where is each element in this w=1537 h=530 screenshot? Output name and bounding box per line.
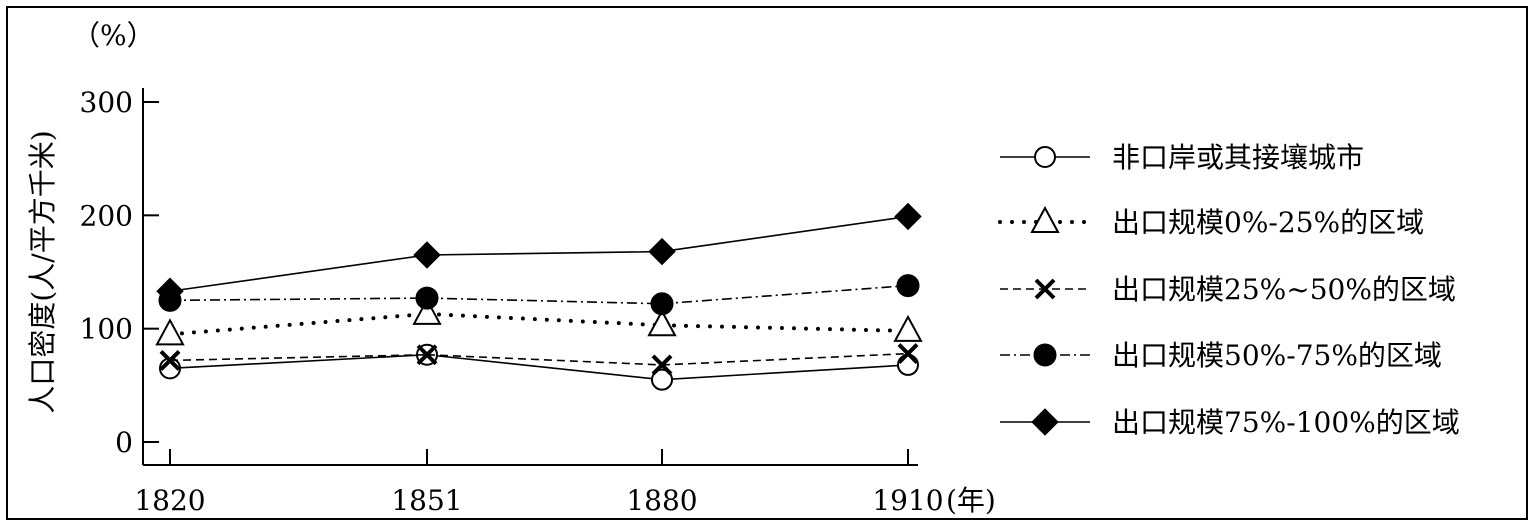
legend-label: 出口规模50%-75%的区域 — [1112, 339, 1442, 372]
x-tick-label: 1880 — [626, 484, 697, 517]
series-line-segment — [169, 297, 428, 302]
data-point — [651, 368, 673, 391]
data-point — [155, 318, 185, 346]
legend-marker — [1031, 408, 1059, 436]
legend: 非口岸或其接壤城市出口规模0%-25%的区域出口规模25%~50%的区域出口规模… — [998, 141, 1460, 439]
legend-marker — [1033, 343, 1057, 367]
legend-item-1: 非口岸或其接壤城市 — [1000, 141, 1364, 174]
data-point — [413, 241, 441, 269]
x-tick-label: 1820 — [134, 484, 205, 517]
data-point — [896, 274, 920, 298]
y-axis-label: 人口密度(人/平方千米) — [26, 130, 59, 413]
series-line-segment — [426, 250, 663, 256]
series-line-segment — [661, 352, 909, 366]
series-2 — [155, 297, 923, 346]
legend-label: 非口岸或其接壤城市 — [1112, 141, 1364, 174]
legend-marker — [1034, 146, 1056, 168]
data-point — [647, 309, 677, 337]
chart-frame — [6, 6, 1528, 520]
y-tick-label: 100 — [80, 313, 133, 346]
legend-marker — [1034, 278, 1056, 300]
x-tick-label: 1851 — [391, 484, 462, 517]
series-5 — [156, 202, 922, 305]
series-line-segment — [168, 311, 429, 337]
y-tick-label: 300 — [80, 86, 133, 119]
y-unit-label: （%） — [72, 19, 155, 52]
legend-label: 出口规模0%-25%的区域 — [1112, 206, 1424, 239]
series-1 — [159, 343, 919, 391]
data-point — [648, 237, 676, 266]
series-layer — [155, 202, 923, 391]
data-point — [651, 354, 673, 376]
data-point — [412, 297, 442, 325]
series-line-segment — [169, 353, 428, 362]
legend-item-3: 出口规模25%~50%的区域 — [1000, 273, 1456, 306]
series-3 — [159, 343, 919, 376]
series-line-segment — [426, 297, 663, 305]
series-line-segment — [661, 215, 909, 253]
series-line-segment — [169, 353, 428, 370]
legend-marker — [1030, 205, 1060, 233]
legend-label: 出口规模25%~50%的区域 — [1112, 273, 1456, 306]
series-line-segment — [425, 311, 664, 328]
x-unit-label: (年) — [946, 484, 996, 517]
series-line-segment — [661, 364, 909, 381]
data-point — [897, 343, 919, 365]
series-line-segment — [661, 284, 909, 305]
y-tick-label: 200 — [80, 199, 133, 232]
data-point — [416, 344, 438, 366]
series-line-segment — [660, 323, 910, 333]
data-point — [650, 292, 674, 316]
legend-item-5: 出口规模75%-100%的区域 — [1000, 406, 1460, 439]
legend-item-4: 出口规模50%-75%的区域 — [1000, 339, 1442, 372]
series-line-segment — [426, 353, 663, 366]
legend-label: 出口规模75%-100%的区域 — [1112, 406, 1460, 439]
data-point — [156, 277, 184, 305]
data-point — [159, 349, 181, 371]
series-line-segment — [426, 353, 663, 381]
data-point — [415, 286, 439, 310]
series-4 — [158, 274, 920, 316]
y-tick-label: 0 — [115, 426, 133, 459]
data-point — [894, 202, 922, 231]
legend-item-2: 出口规模0%-25%的区域 — [998, 205, 1424, 239]
series-line-segment — [169, 254, 428, 293]
axes: 0 100 200 300 1820 1851 1880 1910 — [80, 86, 944, 517]
data-point — [893, 314, 923, 342]
x-tick-label: 1910 — [872, 484, 943, 517]
